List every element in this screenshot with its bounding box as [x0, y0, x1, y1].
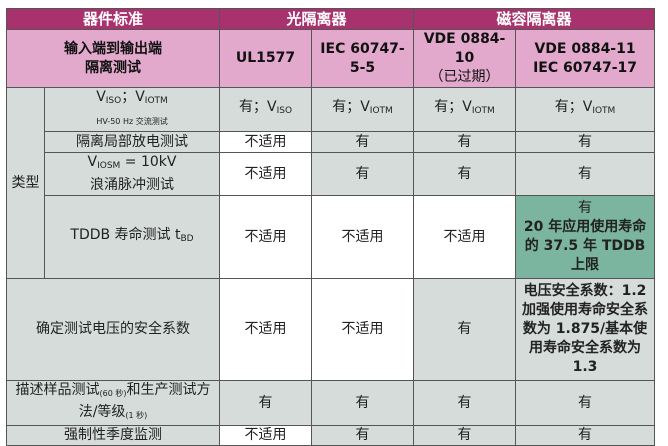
test-label-1: 输入端到输出端 — [64, 40, 162, 57]
cell: 有 — [515, 131, 656, 153]
sub: ISO — [276, 106, 293, 116]
row-sample: 描述样品测试(60 秒)和生产测试方法/等级(1 秒) 有 有 有 有 — [5, 380, 656, 426]
iec60747-17-label: IEC 60747-17 — [533, 59, 637, 76]
cell: 不适用 — [219, 278, 313, 381]
cell: 有 — [413, 131, 517, 153]
header-row: 器件标准 光隔离器 磁容隔离器 — [5, 8, 656, 30]
cell: 有 — [515, 425, 656, 446]
row-viso: 类型 VISO；VIOTM HV-50 Hz 交流测试 有；VISO 有；VIOT… — [6, 87, 656, 279]
col-standard: 器件标准 — [5, 8, 221, 30]
cell: 不适用 — [219, 195, 313, 279]
cell: 有 — [311, 380, 415, 426]
vde0884-10: VDE 0884-10 （已过期） — [413, 29, 517, 88]
cell: 不适用 — [219, 152, 313, 196]
ul1577: UL1577 — [219, 29, 313, 88]
cell: 有 — [413, 152, 517, 196]
vde0884-10-note: （已过期） — [429, 69, 500, 85]
sub: BD — [180, 233, 194, 244]
row-safety: 确定测试电压的安全系数 不适用 不适用 有 电压安全系数：1.2 加强使用寿命安… — [5, 278, 656, 381]
cell: 有；VISO — [219, 87, 313, 132]
v: 有；V — [239, 99, 277, 115]
cell: 有；VIOTM — [413, 87, 517, 132]
label: VIOSM = 10kV 浪涌脉冲测试 — [43, 152, 221, 196]
cell: 有 — [311, 425, 415, 446]
label: 描述样品测试(60 秒)和生产测试方法/等级(1 秒) — [5, 380, 221, 426]
sub: ISO — [105, 96, 122, 106]
subheader-row: 输入端到输出端 隔离测试 UL1577 IEC 60747-5-5 VDE 088… — [5, 29, 656, 88]
label: 强制性季度监测 — [5, 425, 221, 446]
cell: 不适用 — [219, 425, 313, 446]
test-label-2: 隔离测试 — [85, 59, 141, 76]
vde0884-11: VDE 0884-11 IEC 60747-17 — [515, 29, 656, 88]
vde0884-11-label: VDE 0884-11 — [534, 40, 636, 57]
label: 确定测试电压的安全系数 — [5, 278, 221, 381]
t: TDDB 寿命测试 t — [70, 226, 181, 243]
viso-label: VISO；VIOTM HV-50 Hz 交流测试 — [43, 87, 221, 132]
val: = 10kV — [120, 154, 177, 170]
cell: 有 — [219, 380, 313, 426]
v: 有；V — [434, 99, 472, 115]
cell: 有；VIOTM — [311, 87, 415, 132]
cell: 有；VIOTM — [515, 87, 656, 132]
cell: 不适用 — [311, 195, 415, 279]
sub: IOTM — [369, 106, 393, 116]
cell: 有 — [515, 152, 656, 196]
v: V — [87, 154, 98, 170]
sub: (1 秒) — [125, 411, 148, 420]
v: 有；V — [554, 99, 593, 115]
sub: IOTM — [592, 106, 616, 116]
c4-2: 20 年应用使用寿命的 37.5 年 TDDB 上限 — [523, 219, 647, 273]
cell: 有 — [311, 131, 415, 153]
isolation-standards-table: 器件标准 光隔离器 磁容隔离器 输入端到输出端 隔离测试 UL1577 IEC 6… — [5, 8, 656, 446]
label2: 浪涌脉冲测试 — [90, 177, 174, 193]
label: TDDB 寿命测试 tBD — [43, 195, 221, 279]
label: 隔离局部放电测试 — [43, 131, 221, 153]
cell: 有 — [515, 380, 656, 426]
b: 和生产测试方法/等级 — [78, 382, 211, 420]
col-optical: 光隔离器 — [219, 8, 415, 30]
type-label: 类型 — [6, 87, 45, 279]
a: 描述样品测试 — [15, 382, 100, 398]
cell: 有 — [413, 425, 517, 446]
iec60747-5-5: IEC 60747-5-5 — [311, 29, 415, 88]
cell: 不适用 — [219, 131, 313, 153]
col-capacitive: 磁容隔离器 — [413, 8, 656, 30]
c4-1: 有 — [578, 200, 593, 216]
sep: ；V — [121, 89, 145, 105]
cell: 有 — [311, 152, 415, 196]
row-quarterly: 强制性季度监测 不适用 有 有 有 — [5, 425, 656, 446]
cell: 不适用 — [311, 278, 415, 381]
vde0884-10-label: VDE 0884-10 — [423, 31, 506, 66]
cell: 有 — [413, 380, 517, 426]
test-label: 输入端到输出端 隔离测试 — [5, 29, 221, 88]
sub: IOSM — [97, 161, 121, 171]
cell: 有 — [413, 278, 517, 381]
viso-note: HV-50 Hz 交流测试 — [96, 117, 168, 126]
row-partial: 隔离局部放电测试 不适用 有 有 有 — [7, 131, 656, 153]
v: V — [96, 89, 106, 105]
cell: 不适用 — [413, 195, 517, 279]
sub: IOTM — [471, 106, 495, 116]
cell: 电压安全系数：1.2 加强使用寿命安全系数为 1.875/基本使用寿命安全系数为… — [515, 278, 656, 381]
cell-highlight: 有 20 年应用使用寿命的 37.5 年 TDDB 上限 — [515, 195, 656, 279]
row-tddb: TDDB 寿命测试 tBD 不适用 不适用 不适用 有 20 年应用使用寿命的 3… — [7, 195, 656, 279]
v: 有；V — [332, 99, 370, 115]
row-surge: VIOSM = 10kV 浪涌脉冲测试 不适用 有 有 有 — [7, 152, 656, 196]
sub: IOTM — [144, 96, 168, 106]
sub: (60 秒) — [99, 389, 127, 398]
